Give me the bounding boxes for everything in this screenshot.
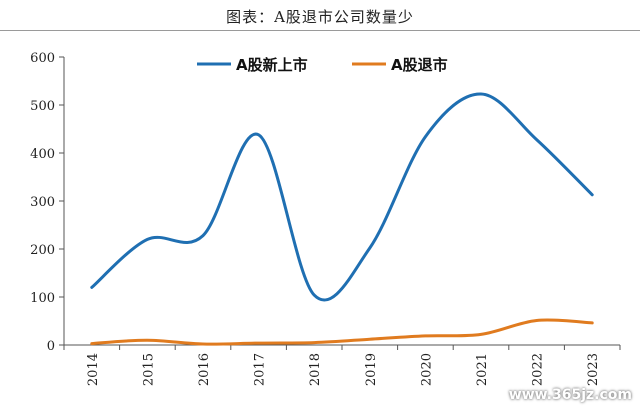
x-tick-label: 2019 [364,353,379,386]
x-tick-label: 2017 [253,353,268,386]
data-point [146,238,149,241]
chart-title: 图表：A股退市公司数量少 [226,8,414,26]
data-point [202,343,205,346]
data-point [591,193,594,196]
x-tick-label: 2022 [531,353,546,386]
data-point [591,321,594,324]
series-line-0 [90,92,594,302]
legend-label: A股新上市 [236,56,308,74]
data-point [368,247,371,250]
axes: 0 100 200 300 400 500 600 2014 2015 2016 2017 2018 2… [30,51,621,386]
watermark-text: www.365jz.com [508,387,632,403]
data-point [535,319,538,322]
y-tick-label: 400 [30,147,55,162]
data-point [202,234,205,237]
y-tick-label: 600 [30,51,55,66]
data-point [313,294,316,297]
x-tick-label: 2021 [475,353,490,386]
data-point [480,333,483,336]
data-point [90,342,93,345]
data-point [424,135,427,138]
y-tick-label: 0 [47,339,55,354]
legend-label: A股退市 [391,56,448,74]
legend: A股新上市 A股退市 [197,56,448,74]
data-point [424,334,427,337]
data-point [146,339,149,342]
y-tick-label: 500 [30,99,55,114]
x-tick-label: 2014 [86,353,101,386]
y-tick-label: 200 [30,243,55,258]
x-tick-label: 2023 [586,353,601,386]
series-layer [90,92,594,346]
x-tick-label: 2018 [308,353,323,386]
x-tick-label: 2015 [141,353,156,386]
data-point [480,92,483,95]
data-point [257,342,260,345]
data-point [535,138,538,141]
x-tick-label: 2016 [197,353,212,386]
x-tick-label: 2020 [419,353,434,386]
title-divider [0,30,640,31]
series-line-1 [90,318,594,346]
data-point [257,133,260,136]
data-point [313,341,316,344]
y-tick-label: 100 [30,291,55,306]
data-point [368,338,371,341]
y-tick-label: 300 [30,195,55,210]
data-point [90,286,93,289]
